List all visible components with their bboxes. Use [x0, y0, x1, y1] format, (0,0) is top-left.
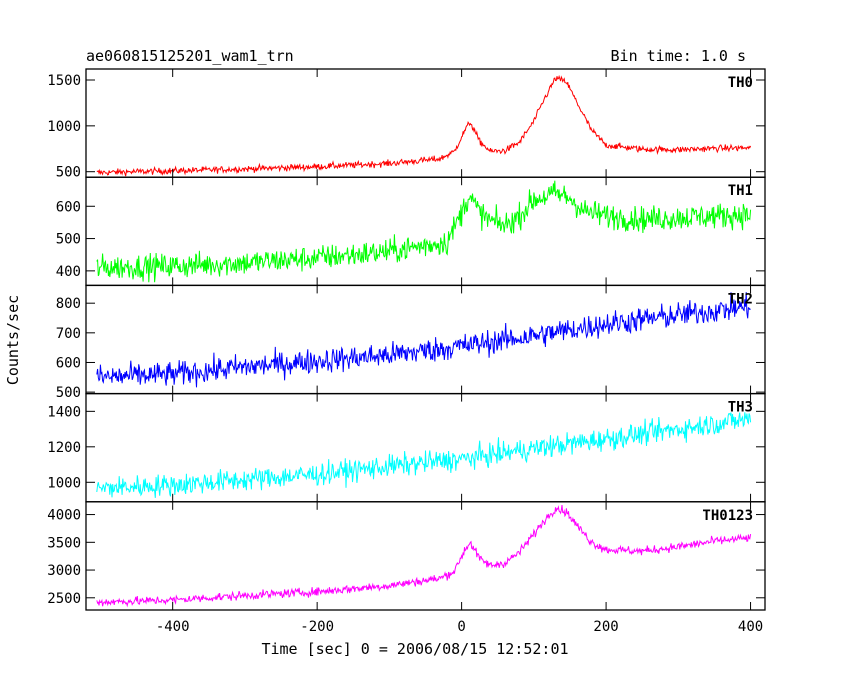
y-tick-label: 1000: [47, 119, 81, 135]
panel-frame: [85, 284, 766, 395]
y-tick-label: 800: [56, 296, 81, 312]
panel-th0: 500 1000 1500 TH0: [47, 68, 766, 181]
x-axis-title: Time [sec] 0 = 2006/08/15 12:52:01: [261, 640, 568, 658]
series-line-th0123: [96, 505, 752, 608]
panel-th3: 1000 1200 1400 TH3: [47, 392, 766, 503]
x-tick-label: 200: [593, 619, 618, 635]
bin-time-label: Bin time: 1.0 s: [611, 47, 746, 65]
y-tick-label: 3500: [47, 535, 81, 551]
x-tick-label: 0: [457, 619, 465, 635]
panel-frame: [85, 501, 766, 611]
y-tick-label: 1400: [47, 404, 81, 420]
panels-group: 500 1000 1500 TH0 400 500 600 TH1 500 600 700 800 TH…: [47, 68, 766, 635]
panel-th0123: 2500 3000 3500 4000 TH0123: [47, 501, 766, 611]
panel-label: TH2: [728, 291, 753, 307]
y-tick-label: 1500: [47, 73, 81, 89]
series-line-th1: [96, 180, 752, 283]
panel-th2: 500 600 700 800 TH2: [56, 284, 766, 401]
x-tick-label: -200: [300, 619, 334, 635]
y-tick-label: 400: [56, 264, 81, 280]
y-tick-label: 500: [56, 165, 81, 181]
y-tick-label: 2500: [47, 591, 81, 607]
series-line-th3: [96, 412, 752, 498]
y-tick-label: 3000: [47, 563, 81, 579]
y-tick-label: 500: [56, 385, 81, 401]
panel-th1: 400 500 600 TH1: [56, 176, 766, 287]
y-tick-label: 500: [56, 232, 81, 248]
panel-label: TH0: [728, 75, 753, 91]
x-tick-label: 400: [738, 619, 763, 635]
series-line-th2: [96, 292, 751, 388]
y-tick-label: 4000: [47, 508, 81, 524]
panel-label: TH3: [728, 400, 753, 416]
y-axis-title: Counts/sec: [4, 295, 22, 385]
y-tick-label: 1200: [47, 440, 81, 456]
y-tick-label: 700: [56, 326, 81, 342]
panel-label: TH1: [728, 183, 753, 199]
panel-label: TH0123: [702, 508, 753, 524]
y-tick-label: 600: [56, 199, 81, 215]
y-tick-label: 600: [56, 355, 81, 371]
series-line-th0: [96, 74, 752, 177]
y-tick-label: 1000: [47, 475, 81, 491]
x-tick-label: -400: [156, 619, 190, 635]
chart-title: ae060815125201_wam1_trn: [86, 47, 294, 65]
